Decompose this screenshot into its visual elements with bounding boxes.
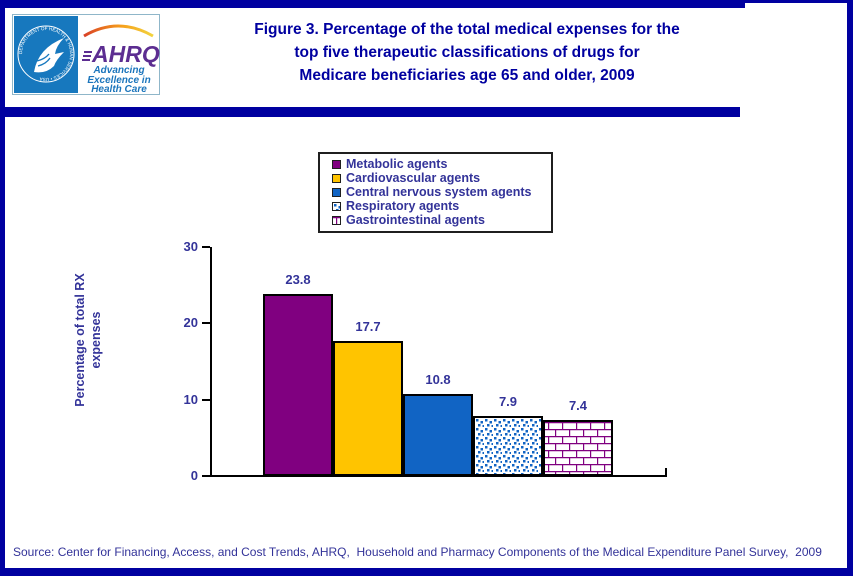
legend-label: Central nervous system agents bbox=[346, 185, 532, 199]
bar-metabolic-agents bbox=[263, 294, 333, 476]
bar-respiratory-agents bbox=[473, 416, 543, 476]
border-left bbox=[0, 0, 5, 576]
legend-label: Metabolic agents bbox=[346, 157, 448, 171]
y-axis-line bbox=[210, 247, 212, 477]
legend-label: Cardiovascular agents bbox=[346, 171, 481, 185]
figure-title: Figure 3. Percentage of the total medica… bbox=[170, 18, 764, 87]
ahrq-hhs-logo: DEPARTMENT OF HEALTH & HUMAN SERVICES • … bbox=[12, 14, 160, 95]
figure-title-line2: top five therapeutic classifications of … bbox=[294, 44, 640, 61]
bar-value-central-nervous-system-agents: 10.8 bbox=[425, 372, 451, 387]
y-axis-title-line2: expenses bbox=[89, 311, 103, 369]
y-tick-30 bbox=[202, 246, 210, 248]
y-tick-10 bbox=[202, 398, 210, 401]
legend-label: Gastrointestinal agents bbox=[346, 213, 485, 227]
hhs-seal-icon: DEPARTMENT OF HEALTH & HUMAN SERVICES • … bbox=[14, 16, 78, 93]
bar-gastrointestinal-agents bbox=[543, 420, 613, 476]
header-divider-bar bbox=[0, 107, 740, 117]
legend-swatch bbox=[332, 173, 341, 183]
y-tick-label-20: 20 bbox=[183, 315, 198, 331]
bar-central-nervous-system-agents bbox=[403, 394, 473, 476]
y-tick-0 bbox=[202, 475, 210, 477]
y-tick-label-0: 0 bbox=[190, 468, 198, 483]
bar-value-metabolic-agents: 23.8 bbox=[285, 272, 311, 287]
figure-title-line1: Figure 3. Percentage of the total medica… bbox=[254, 21, 680, 38]
y-tick-label-30: 30 bbox=[183, 239, 198, 254]
ahrq-wordmark: AHRQ Advancing Excellence in Health Care bbox=[82, 24, 160, 95]
legend-swatch bbox=[332, 201, 341, 211]
border-bottom bbox=[0, 568, 853, 576]
border-right bbox=[847, 0, 853, 576]
y-tick-20 bbox=[202, 322, 210, 325]
legend-item-respiratory-agents: Respiratory agents bbox=[332, 199, 547, 213]
legend-swatch bbox=[332, 187, 341, 197]
chart-legend: Metabolic agents Cardiovascular agents Cen… bbox=[318, 152, 553, 233]
legend-item-central-nervous-system-agents: Central nervous system agents bbox=[332, 185, 547, 199]
svg-text:Health Care: Health Care bbox=[91, 84, 147, 95]
header-top-bar bbox=[0, 0, 745, 8]
svg-text:Excellence in: Excellence in bbox=[87, 75, 150, 86]
x-axis-end-tick bbox=[665, 468, 667, 476]
x-axis-line bbox=[210, 475, 667, 477]
legend-swatch bbox=[332, 215, 341, 225]
legend-item-gastrointestinal-agents: Gastrointestinal agents bbox=[332, 213, 547, 227]
bar-value-gastrointestinal-agents: 7.4 bbox=[568, 398, 588, 413]
bar-value-cardiovascular-agents: 17.7 bbox=[355, 319, 381, 334]
y-axis-title: Percentage of total RX expenses bbox=[72, 218, 106, 462]
legend-label: Respiratory agents bbox=[346, 199, 460, 213]
source-note: Source: Center for Financing, Access, an… bbox=[13, 545, 822, 559]
legend-item-cardiovascular-agents: Cardiovascular agents bbox=[332, 171, 547, 185]
legend-swatch bbox=[332, 159, 341, 169]
legend-item-metabolic-agents: Metabolic agents bbox=[332, 157, 547, 171]
svg-text:Advancing: Advancing bbox=[92, 65, 144, 76]
bar-value-respiratory-agents: 7.9 bbox=[498, 394, 518, 409]
y-axis-title-line1: Percentage of total RX bbox=[73, 273, 87, 407]
figure-title-line3: Medicare beneficiaries age 65 and older,… bbox=[299, 67, 635, 84]
y-tick-label-10: 10 bbox=[183, 391, 198, 407]
bar-cardiovascular-agents bbox=[333, 341, 403, 476]
svg-text:AHRQ: AHRQ bbox=[91, 41, 160, 67]
